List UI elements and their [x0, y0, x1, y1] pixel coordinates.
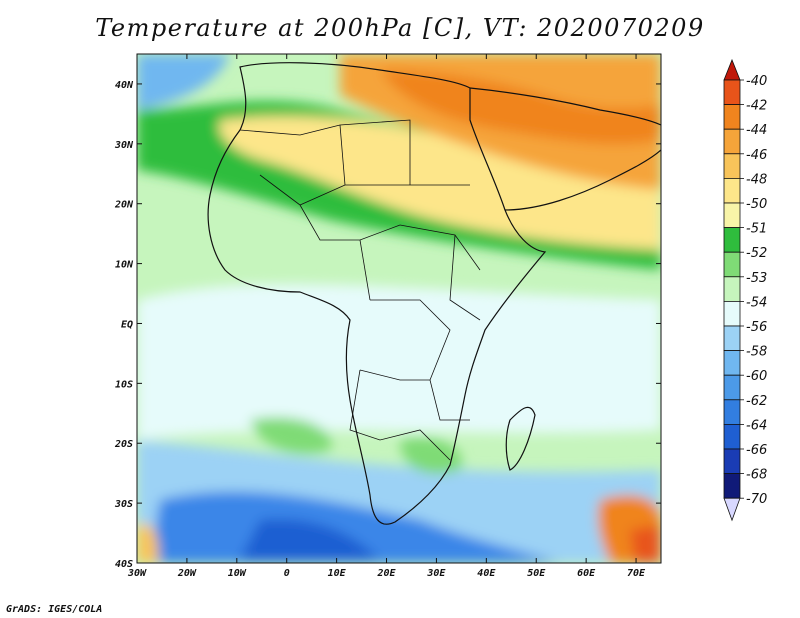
lat-tick-label: 20S — [114, 439, 133, 450]
lat-tick-label: 20N — [114, 200, 134, 211]
legend-swatch — [723, 251, 741, 278]
lat-tick-label: 40N — [115, 80, 134, 91]
map-frame — [136, 53, 662, 564]
axis-ticks: 30W 20W 10W 0 10E 20E 30E 40E 50E 60E 70E 40N 30N 20N… — [114, 54, 661, 579]
lat-tick-label: EQ — [121, 319, 133, 330]
legend-label: -66 — [746, 443, 767, 458]
lon-tick-label: 10E — [328, 568, 347, 579]
lon-tick-label: 30W — [127, 568, 147, 579]
legend-label: -62 — [746, 394, 767, 409]
legend-swatch — [723, 128, 741, 155]
legend-swatch — [723, 177, 741, 204]
legend-label: -42 — [746, 99, 767, 114]
legend-label: -64 — [746, 418, 767, 433]
legend-swatch — [723, 104, 741, 130]
legend-label: -56 — [746, 320, 767, 335]
legend-label: -44 — [746, 123, 767, 138]
legend-label: -50 — [746, 197, 767, 212]
color-legend: -40 -42 -44 -46 -48 -50 -51 -52 -53 -54 -56 -58 -60 -… — [723, 58, 767, 522]
lat-tick-label: 10S — [115, 379, 133, 390]
lon-tick-label: 10W — [228, 568, 247, 579]
legend-label: -46 — [746, 148, 767, 163]
lon-tick-label: 60E — [577, 568, 596, 579]
lon-tick-label: 40E — [477, 568, 496, 579]
lat-tick-label: 40S — [115, 559, 133, 570]
lon-tick-label: 20W — [177, 568, 197, 579]
legend-swatch — [723, 399, 741, 425]
country-borders — [239, 119, 481, 461]
legend-swatch — [723, 325, 741, 352]
legend-label: -53 — [746, 271, 767, 286]
legend-swatch — [723, 374, 741, 401]
legend-label: -51 — [746, 222, 767, 237]
legend-label: -40 — [746, 74, 767, 89]
legend-swatch — [723, 300, 741, 327]
lon-tick-label: 30E — [426, 568, 446, 579]
legend-label: -70 — [746, 492, 767, 507]
legend-swatch — [723, 423, 741, 450]
legend-swatch — [723, 202, 741, 229]
lat-tick-label: 30S — [114, 499, 133, 510]
legend-swatch — [723, 276, 741, 302]
lon-tick-label: 20E — [376, 568, 396, 579]
coastline — [207, 62, 661, 525]
lon-tick-label: 50E — [527, 568, 546, 579]
legend-label: -58 — [746, 345, 767, 360]
lon-tick-label: 0 — [284, 568, 290, 579]
legend-label: -48 — [746, 172, 767, 187]
legend-label: -68 — [746, 468, 767, 483]
legend-label: -54 — [746, 295, 767, 310]
legend-swatch — [723, 153, 741, 179]
temperature-field — [137, 54, 661, 563]
legend-label: -52 — [746, 246, 767, 261]
legend-swatch — [723, 227, 741, 253]
lat-tick-label: 10N — [115, 260, 134, 271]
legend-swatch — [723, 350, 741, 376]
legend-swatch — [723, 448, 741, 475]
legend-swatch — [723, 79, 741, 106]
legend-cap-top — [723, 58, 741, 81]
legend-swatch — [723, 473, 741, 499]
legend-cap-bottom — [723, 497, 741, 522]
credit-text: GrADS: IGES/COLA — [6, 604, 103, 615]
lon-tick-label: 70E — [627, 568, 646, 579]
map-title: Temperature at 200hPa [C], VT: 202007020… — [95, 14, 705, 42]
lat-tick-label: 30N — [114, 140, 134, 151]
legend-label: -60 — [746, 369, 767, 384]
